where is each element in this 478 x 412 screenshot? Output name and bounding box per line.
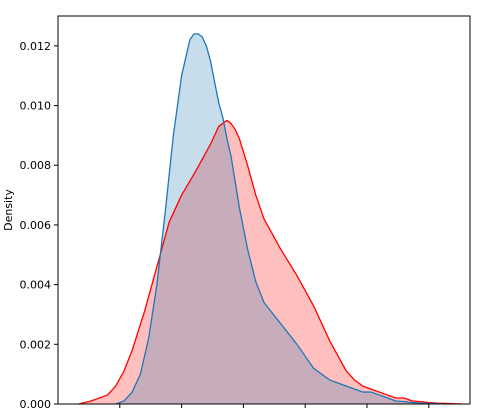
series-lines [78,33,462,405]
y-tick-label: 0.000 [20,398,52,411]
series-fills [78,33,462,405]
series-0-area [78,120,462,405]
plot-frame [57,15,471,405]
y-tick-label: 0.008 [20,159,52,172]
y-tick-label: 0.002 [20,338,52,351]
series-1-area [115,33,446,404]
y-axis: 0.000 0.002 0.004 0.006 0.008 0.010 0.012 [20,40,58,411]
y-tick-label: 0.006 [20,219,52,232]
series-0-line [78,119,462,405]
y-tick-label: 0.004 [20,279,52,292]
y-tick-label: 0.010 [20,100,52,113]
series-1-line [115,33,446,405]
x-axis [119,404,430,408]
y-axis-label: Density [2,189,15,231]
y-tick-label: 0.012 [20,40,52,53]
